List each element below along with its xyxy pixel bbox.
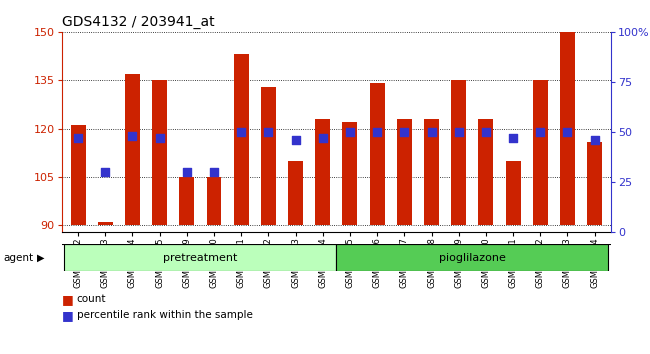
Point <box>73 135 83 141</box>
Bar <box>478 119 493 225</box>
Text: GDS4132 / 203941_at: GDS4132 / 203941_at <box>62 16 214 29</box>
Point <box>372 129 382 135</box>
Bar <box>98 222 112 225</box>
Point <box>209 169 219 175</box>
Text: count: count <box>77 294 106 304</box>
Point <box>127 133 138 139</box>
Point <box>236 129 246 135</box>
Bar <box>288 161 303 225</box>
Point <box>399 129 410 135</box>
Text: pioglilazone: pioglilazone <box>439 252 506 263</box>
Bar <box>343 122 358 225</box>
Point <box>454 129 464 135</box>
Point <box>100 169 110 175</box>
Point <box>535 129 545 135</box>
Bar <box>179 177 194 225</box>
Bar <box>587 142 602 225</box>
Bar <box>370 84 385 225</box>
Bar <box>451 80 466 225</box>
Bar <box>506 161 521 225</box>
Text: ▶: ▶ <box>37 252 45 263</box>
Bar <box>397 119 412 225</box>
Bar <box>152 80 167 225</box>
Text: pretreatment: pretreatment <box>163 252 238 263</box>
Point <box>181 169 192 175</box>
Bar <box>125 74 140 225</box>
Point <box>590 137 600 143</box>
Bar <box>261 87 276 225</box>
Bar <box>71 125 86 225</box>
Bar <box>533 80 548 225</box>
Point <box>481 129 491 135</box>
Point <box>562 129 573 135</box>
Bar <box>315 119 330 225</box>
Point <box>426 129 437 135</box>
Bar <box>337 244 608 271</box>
Bar <box>64 244 337 271</box>
Text: percentile rank within the sample: percentile rank within the sample <box>77 310 253 320</box>
Point <box>508 135 518 141</box>
Point <box>263 129 274 135</box>
Bar <box>424 119 439 225</box>
Bar <box>234 55 249 225</box>
Bar <box>207 177 222 225</box>
Text: ■: ■ <box>62 309 73 321</box>
Point <box>344 129 355 135</box>
Bar <box>560 0 575 225</box>
Point <box>318 135 328 141</box>
Text: agent: agent <box>3 252 33 263</box>
Point <box>291 137 301 143</box>
Point <box>155 135 165 141</box>
Text: ■: ■ <box>62 293 73 306</box>
